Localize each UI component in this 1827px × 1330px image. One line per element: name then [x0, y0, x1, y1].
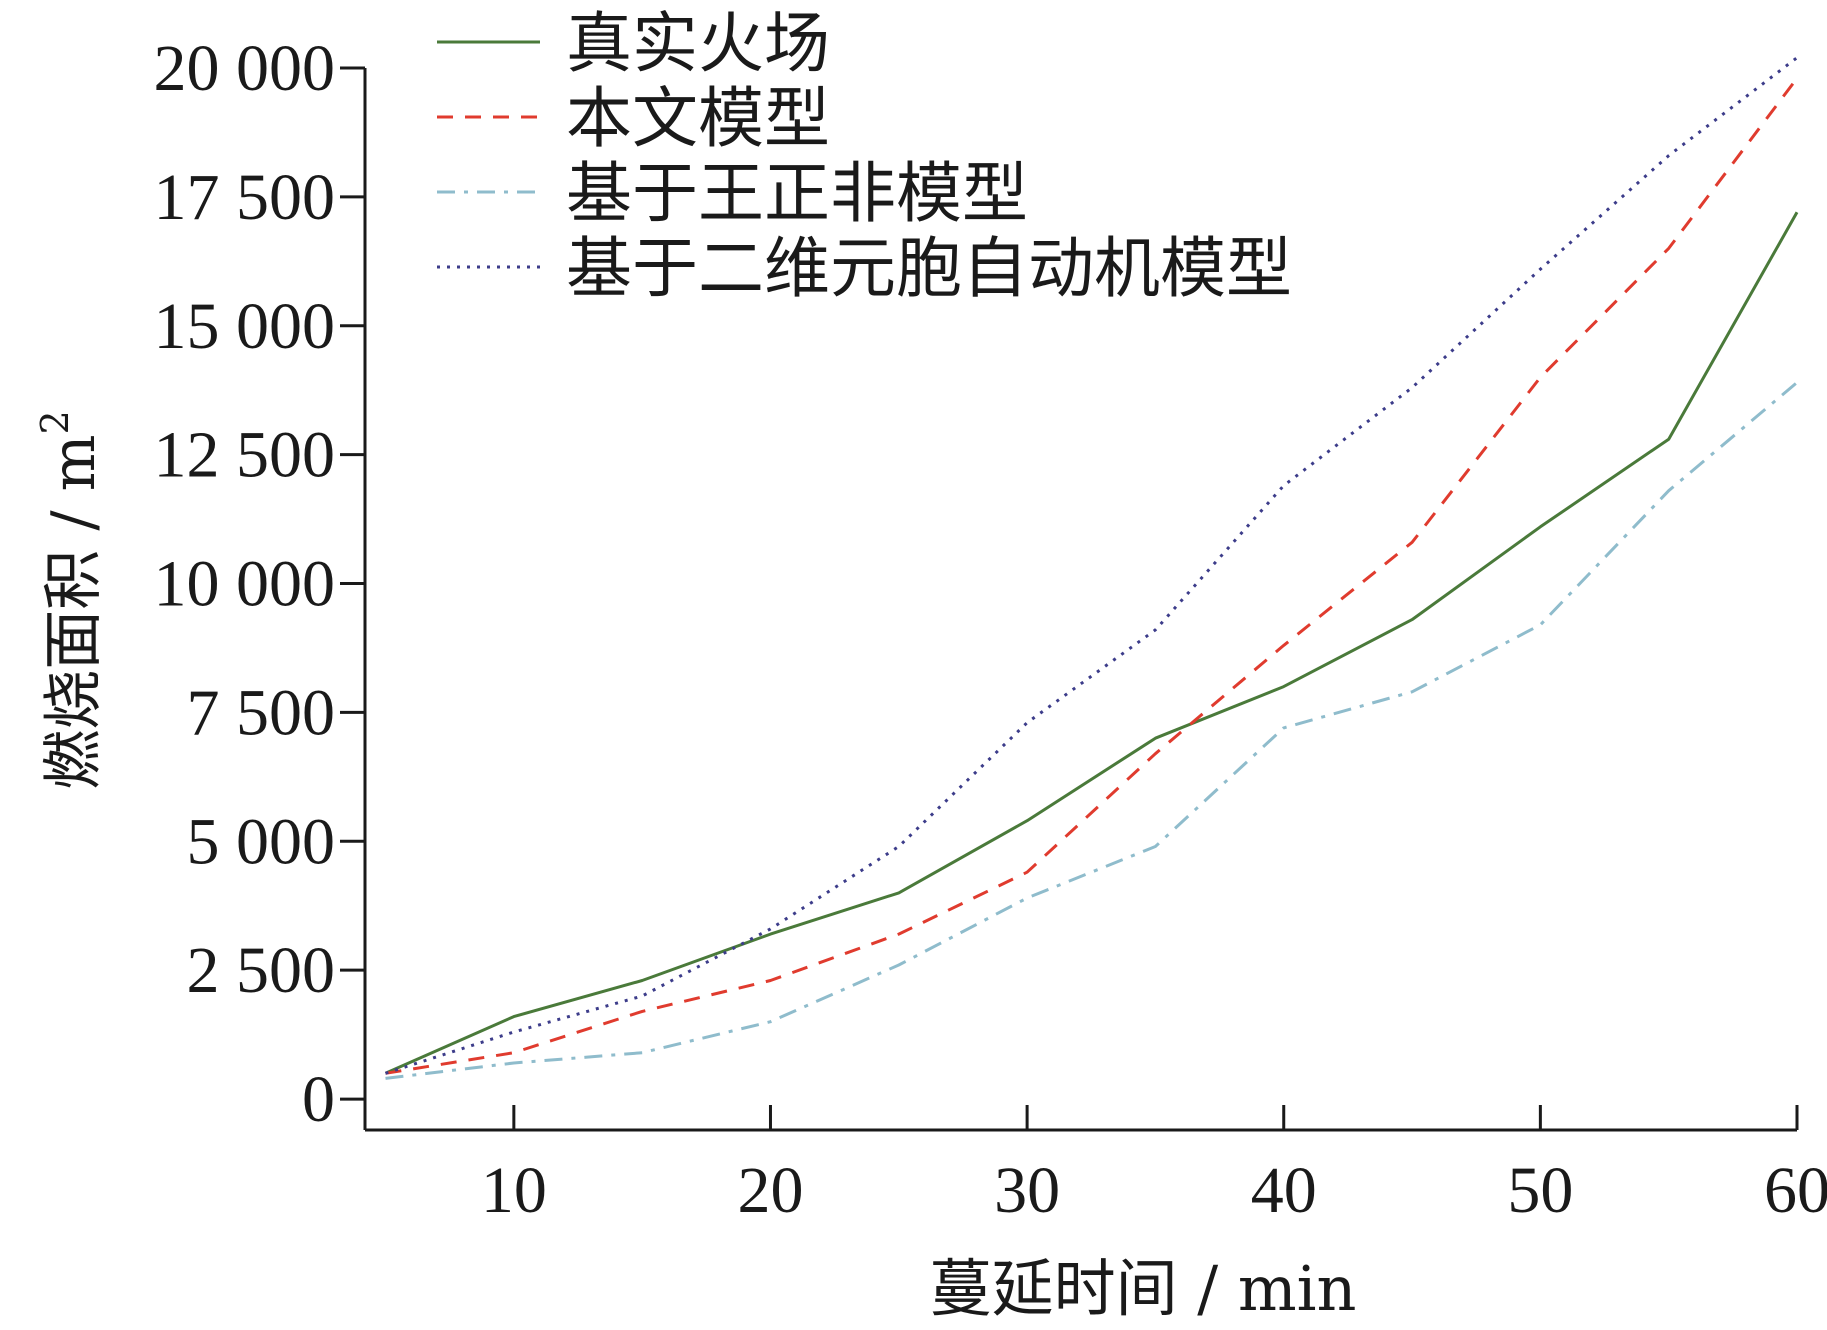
legend-label-0: 真实火场 [566, 5, 830, 82]
y-tick-label-10000: 10 000 [154, 548, 336, 621]
series-line-2 [385, 381, 1798, 1080]
y-tick-label-2500: 2 500 [187, 934, 336, 1007]
y-tick-label-15000: 15 000 [154, 290, 336, 363]
y-tick-label-7500: 7 500 [187, 676, 336, 749]
x-tick-label-10: 10 [481, 1154, 547, 1227]
legend-label-2: 基于王正非模型 [566, 155, 1028, 232]
y-tick-label-17500: 17 500 [154, 161, 336, 234]
y-tick-label-12500: 12 500 [154, 419, 336, 492]
x-tick-label-50: 50 [1507, 1154, 1573, 1227]
series-line-1 [385, 77, 1799, 1075]
y-axis-title-superscript: 2 [33, 410, 77, 434]
x-tick-label-20: 20 [737, 1154, 803, 1227]
y-axis-title-text: 燃烧面积 / m [39, 434, 109, 789]
x-axis-title: 蔓延时间 / min [930, 1252, 1357, 1325]
x-axis-ticks: 10 20 30 40 50 60 [481, 1105, 1827, 1227]
y-axis-title: 燃烧面积 / m2 [33, 410, 109, 789]
y-tick-label-5000: 5 000 [187, 805, 336, 878]
legend-label-3: 基于二维元胞自动机模型 [566, 230, 1292, 307]
y-tick-label-0: 0 [302, 1063, 335, 1136]
series-line-3 [385, 56, 1798, 1075]
axes: 0 2 500 5 000 7 500 10 000 12 500 15 000 17 500… [154, 32, 1827, 1227]
x-tick-label-40: 40 [1251, 1154, 1317, 1227]
legend-label-1: 本文模型 [566, 80, 830, 157]
series-lines [384, 56, 1799, 1080]
y-axis-ticks: 0 2 500 5 000 7 500 10 000 12 500 15 000 17 500… [154, 32, 365, 1136]
series-line-0 [384, 211, 1799, 1075]
x-tick-label-60: 60 [1764, 1154, 1827, 1227]
x-tick-label-30: 30 [994, 1154, 1060, 1227]
y-tick-label-20000: 20 000 [154, 32, 336, 105]
